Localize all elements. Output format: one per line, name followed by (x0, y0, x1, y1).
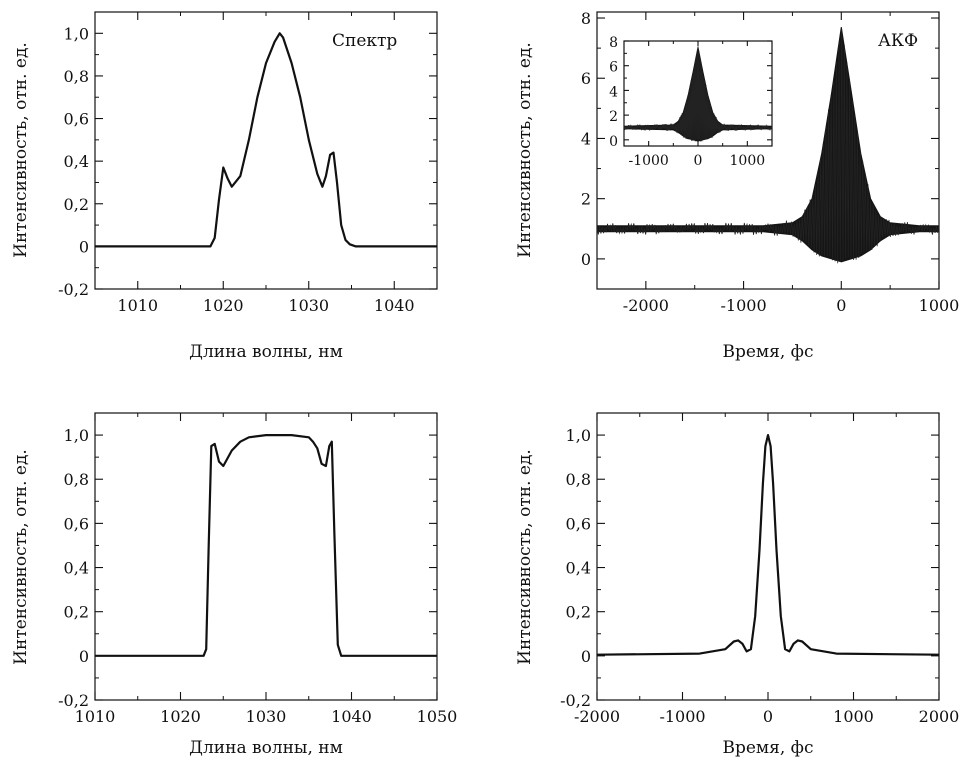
panel-spectrum-measured-annotation: Спектр (332, 31, 397, 51)
panel-autocorrelation-model-xtick-label: 0 (763, 707, 773, 726)
panel-autocorrelation-model-ylabel: Интенсивность, отн. ед. (515, 449, 535, 665)
panel-spectrum-model-ylabel: Интенсивность, отн. ед. (11, 449, 31, 665)
panel-autocorrelation-measured-xtick-label: 1000 (919, 296, 960, 315)
panel-autocorrelation-measured-inset-xtick-label: 0 (694, 153, 703, 169)
panel-spectrum-measured-xtick-label: 1030 (288, 296, 329, 315)
panel-autocorrelation-measured-series-fringes (596, 29, 940, 264)
panel-autocorrelation-model: Интенсивность, отн. ед. Время, фс -2000-… (515, 412, 960, 758)
panel-autocorrelation-measured-ytick-label: 2 (581, 190, 591, 209)
panel-spectrum-measured-ytick-label: -0,2 (58, 280, 89, 299)
panel-spectrum-model-ytick-label: 0,8 (64, 470, 89, 489)
panel-autocorrelation-model-ytick-label: 0,8 (566, 470, 591, 489)
panel-spectrum-model-xtick-label: 1010 (75, 707, 116, 726)
panel-autocorrelation-model-xtick-label: -1000 (659, 707, 705, 726)
panel-spectrum-measured-ylabel: Интенсивность, отн. ед. (11, 42, 31, 258)
panel-autocorrelation-model-xtick-label: -2000 (574, 707, 620, 726)
panel-spectrum-model-xtick-label: 1020 (160, 707, 201, 726)
panel-autocorrelation-measured-frame (596, 11, 940, 290)
panel-autocorrelation-model-frame (596, 412, 940, 701)
panel-spectrum-model-xlabel: Длина волны, нм (189, 738, 343, 758)
panel-autocorrelation-measured-inset-ytick-label: 8 (609, 35, 618, 51)
panel-spectrum-model-ytick-label: -0,2 (58, 691, 89, 710)
panel-autocorrelation-model-xlabel: Время, фс (722, 738, 813, 758)
panel-spectrum-model-ytick-label: 0,6 (64, 514, 89, 533)
panel-spectrum-measured-series-line (95, 32, 437, 248)
panel-autocorrelation-measured-ylabel: Интенсивность, отн. ед. (515, 42, 535, 258)
panel-spectrum-measured-ytick-label: 0,4 (64, 152, 89, 171)
panel-autocorrelation-model-ytick-label: 1,0 (566, 426, 591, 445)
panel-autocorrelation-model-ytick-label: 0 (581, 647, 591, 666)
panel-spectrum-model-xtick-label: 1030 (246, 707, 287, 726)
panel-autocorrelation-measured-inset-ytick-label: 0 (609, 134, 618, 150)
panel-autocorrelation-model-series-line (596, 434, 940, 656)
panel-autocorrelation-model-ytick-label: 0,6 (566, 514, 591, 533)
panel-spectrum-measured-ytick-label: 0,8 (64, 67, 89, 86)
panel-autocorrelation-model-xtick-label: 2000 (919, 707, 960, 726)
panel-autocorrelation-measured-inset-ytick-label: 2 (609, 109, 618, 125)
panel-spectrum-model-ytick-label: 0,2 (64, 603, 89, 622)
panel-autocorrelation-measured-inset: -1000 0 1000 0 2 4 6 8 (609, 35, 773, 169)
panel-autocorrelation-measured-xtick-label: -2000 (623, 296, 669, 315)
panel-spectrum-measured: Интенсивность, отн. ед. Длина волны, нм … (11, 11, 438, 362)
panel-autocorrelation-model-ytick-label: 0,2 (566, 603, 591, 622)
panel-autocorrelation-model-xtick-label: 1000 (833, 707, 874, 726)
panel-spectrum-model-ytick-label: 1,0 (64, 426, 89, 445)
panel-autocorrelation-measured-ytick-label: 8 (581, 9, 591, 28)
panel-spectrum-measured-ytick-label: 0 (79, 237, 89, 256)
panel-spectrum-model-series-line (95, 434, 437, 657)
panel-autocorrelation-measured-inset-xtick-label: -1000 (628, 153, 668, 169)
panel-spectrum-measured-xtick-label: 1040 (374, 296, 415, 315)
panel-spectrum-measured-ytick-label: 1,0 (64, 24, 89, 43)
panel-autocorrelation-measured-ytick-label: 0 (581, 250, 591, 269)
panel-autocorrelation-measured-xtick-label: 0 (836, 296, 846, 315)
panel-autocorrelation-measured-series-envelope (596, 27, 940, 263)
panel-spectrum-model-ytick-label: 0 (79, 647, 89, 666)
panel-autocorrelation-measured-annotation: АКФ (878, 31, 918, 51)
panel-autocorrelation-measured-inset-ytick-label: 4 (609, 84, 618, 100)
panel-autocorrelation-measured-inset-ytick-label: 6 (609, 60, 618, 76)
panel-autocorrelation-model-ytick-label: -0,2 (560, 691, 591, 710)
panel-spectrum-model-frame (94, 412, 438, 701)
panel-spectrum-model-xtick-label: 1050 (417, 707, 458, 726)
panel-spectrum-model-xtick-label: 1040 (331, 707, 372, 726)
panel-spectrum-model-ytick-label: 0,4 (64, 559, 89, 578)
panel-spectrum-measured-ytick-label: 0,6 (64, 110, 89, 129)
panel-autocorrelation-measured-xtick-label: -1000 (721, 296, 767, 315)
panel-spectrum-measured-ytick-label: 0,2 (64, 195, 89, 214)
panel-autocorrelation-measured-inset-series-fringes (623, 46, 773, 142)
panel-spectrum-measured-xtick-label: 1010 (117, 296, 158, 315)
panel-autocorrelation-measured-inset-xtick-label: 1000 (730, 153, 766, 169)
panel-autocorrelation-measured-ytick-label: 4 (581, 129, 591, 148)
panel-spectrum-measured-xtick-label: 1020 (203, 296, 244, 315)
panel-autocorrelation-measured: Интенсивность, отн. ед. Время, фс АКФ -2… (515, 9, 959, 362)
panel-autocorrelation-model-ytick-label: 0,4 (566, 559, 591, 578)
panel-autocorrelation-measured-xlabel: Время, фс (722, 342, 813, 362)
panel-spectrum-measured-xlabel: Длина волны, нм (189, 342, 343, 362)
panel-spectrum-model: Интенсивность, отн. ед. Длина волны, нм … (11, 412, 458, 758)
panel-autocorrelation-measured-ytick-label: 6 (581, 69, 591, 88)
